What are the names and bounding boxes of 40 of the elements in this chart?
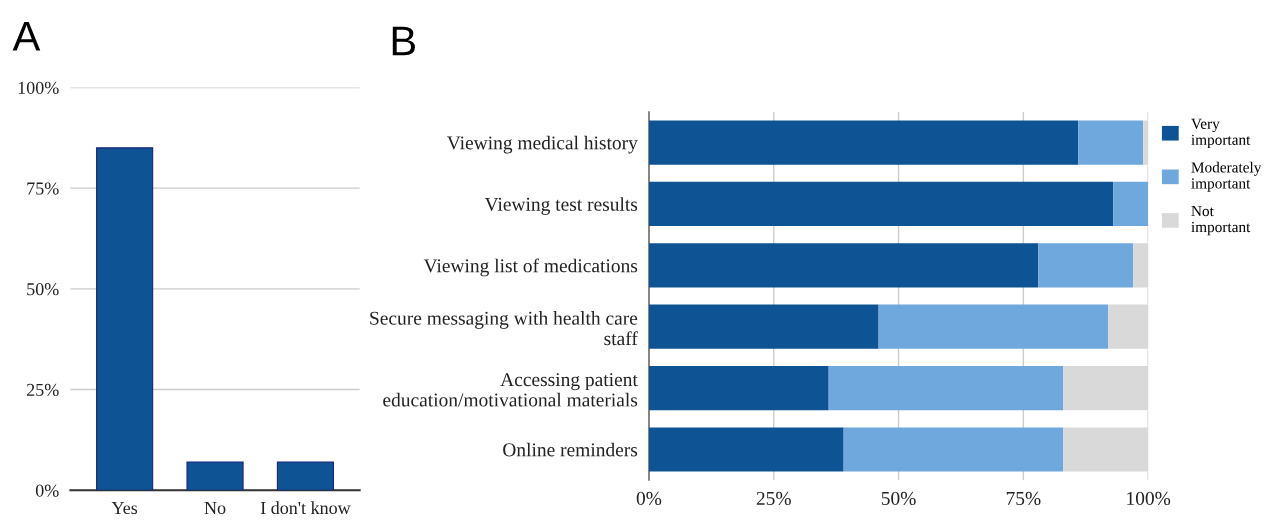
bar: [1133, 243, 1149, 288]
bar: [648, 181, 1114, 227]
bar: [648, 427, 844, 472]
legend-label: Not important: [1191, 206, 1251, 236]
bar: [648, 120, 1079, 165]
x-tick-label: 75%: [1006, 491, 1041, 506]
x-tick-label: I don't know: [260, 501, 351, 515]
x-tick-label: Yes: [111, 502, 138, 515]
x-tick-label: 25%: [756, 491, 791, 506]
bar: [1143, 120, 1149, 165]
bar: [1063, 365, 1149, 411]
chart-title: B: [392, 26, 415, 56]
bar: [843, 427, 1064, 472]
bar: [1113, 181, 1149, 227]
x-tick-label: 0%: [636, 491, 662, 506]
bar: [1078, 120, 1144, 165]
bar: [648, 304, 879, 349]
bar: [1038, 243, 1134, 288]
x-tick-label: 100%: [1127, 491, 1171, 506]
y-tick-label: Online reminders: [503, 442, 638, 457]
y-tick-label: 50%: [27, 283, 59, 296]
x-tick-label: 50%: [881, 491, 916, 506]
y-tick-label: Accessing patient education/motivational materials: [383, 373, 638, 407]
y-tick-label: 100%: [18, 81, 59, 94]
y-tick-label: 75%: [27, 182, 59, 195]
bar: [648, 243, 1039, 288]
bar: [828, 365, 1064, 411]
bar: [1063, 427, 1149, 472]
chart-title: A: [12, 21, 41, 51]
y-tick-label: Viewing medical history: [446, 135, 638, 154]
bar: [648, 365, 829, 411]
legend-label: Moderately important: [1191, 161, 1262, 192]
x-tick-label: No: [204, 502, 226, 515]
y-tick-label: 25%: [26, 383, 59, 397]
bar: [878, 304, 1109, 349]
y-tick-label: Viewing list of medications: [423, 258, 638, 277]
legend-label: Very important: [1191, 118, 1251, 149]
y-tick-label: Secure messaging with health care staff: [370, 311, 638, 346]
bar: [1108, 304, 1149, 349]
y-tick-label: Viewing test results: [484, 197, 638, 215]
